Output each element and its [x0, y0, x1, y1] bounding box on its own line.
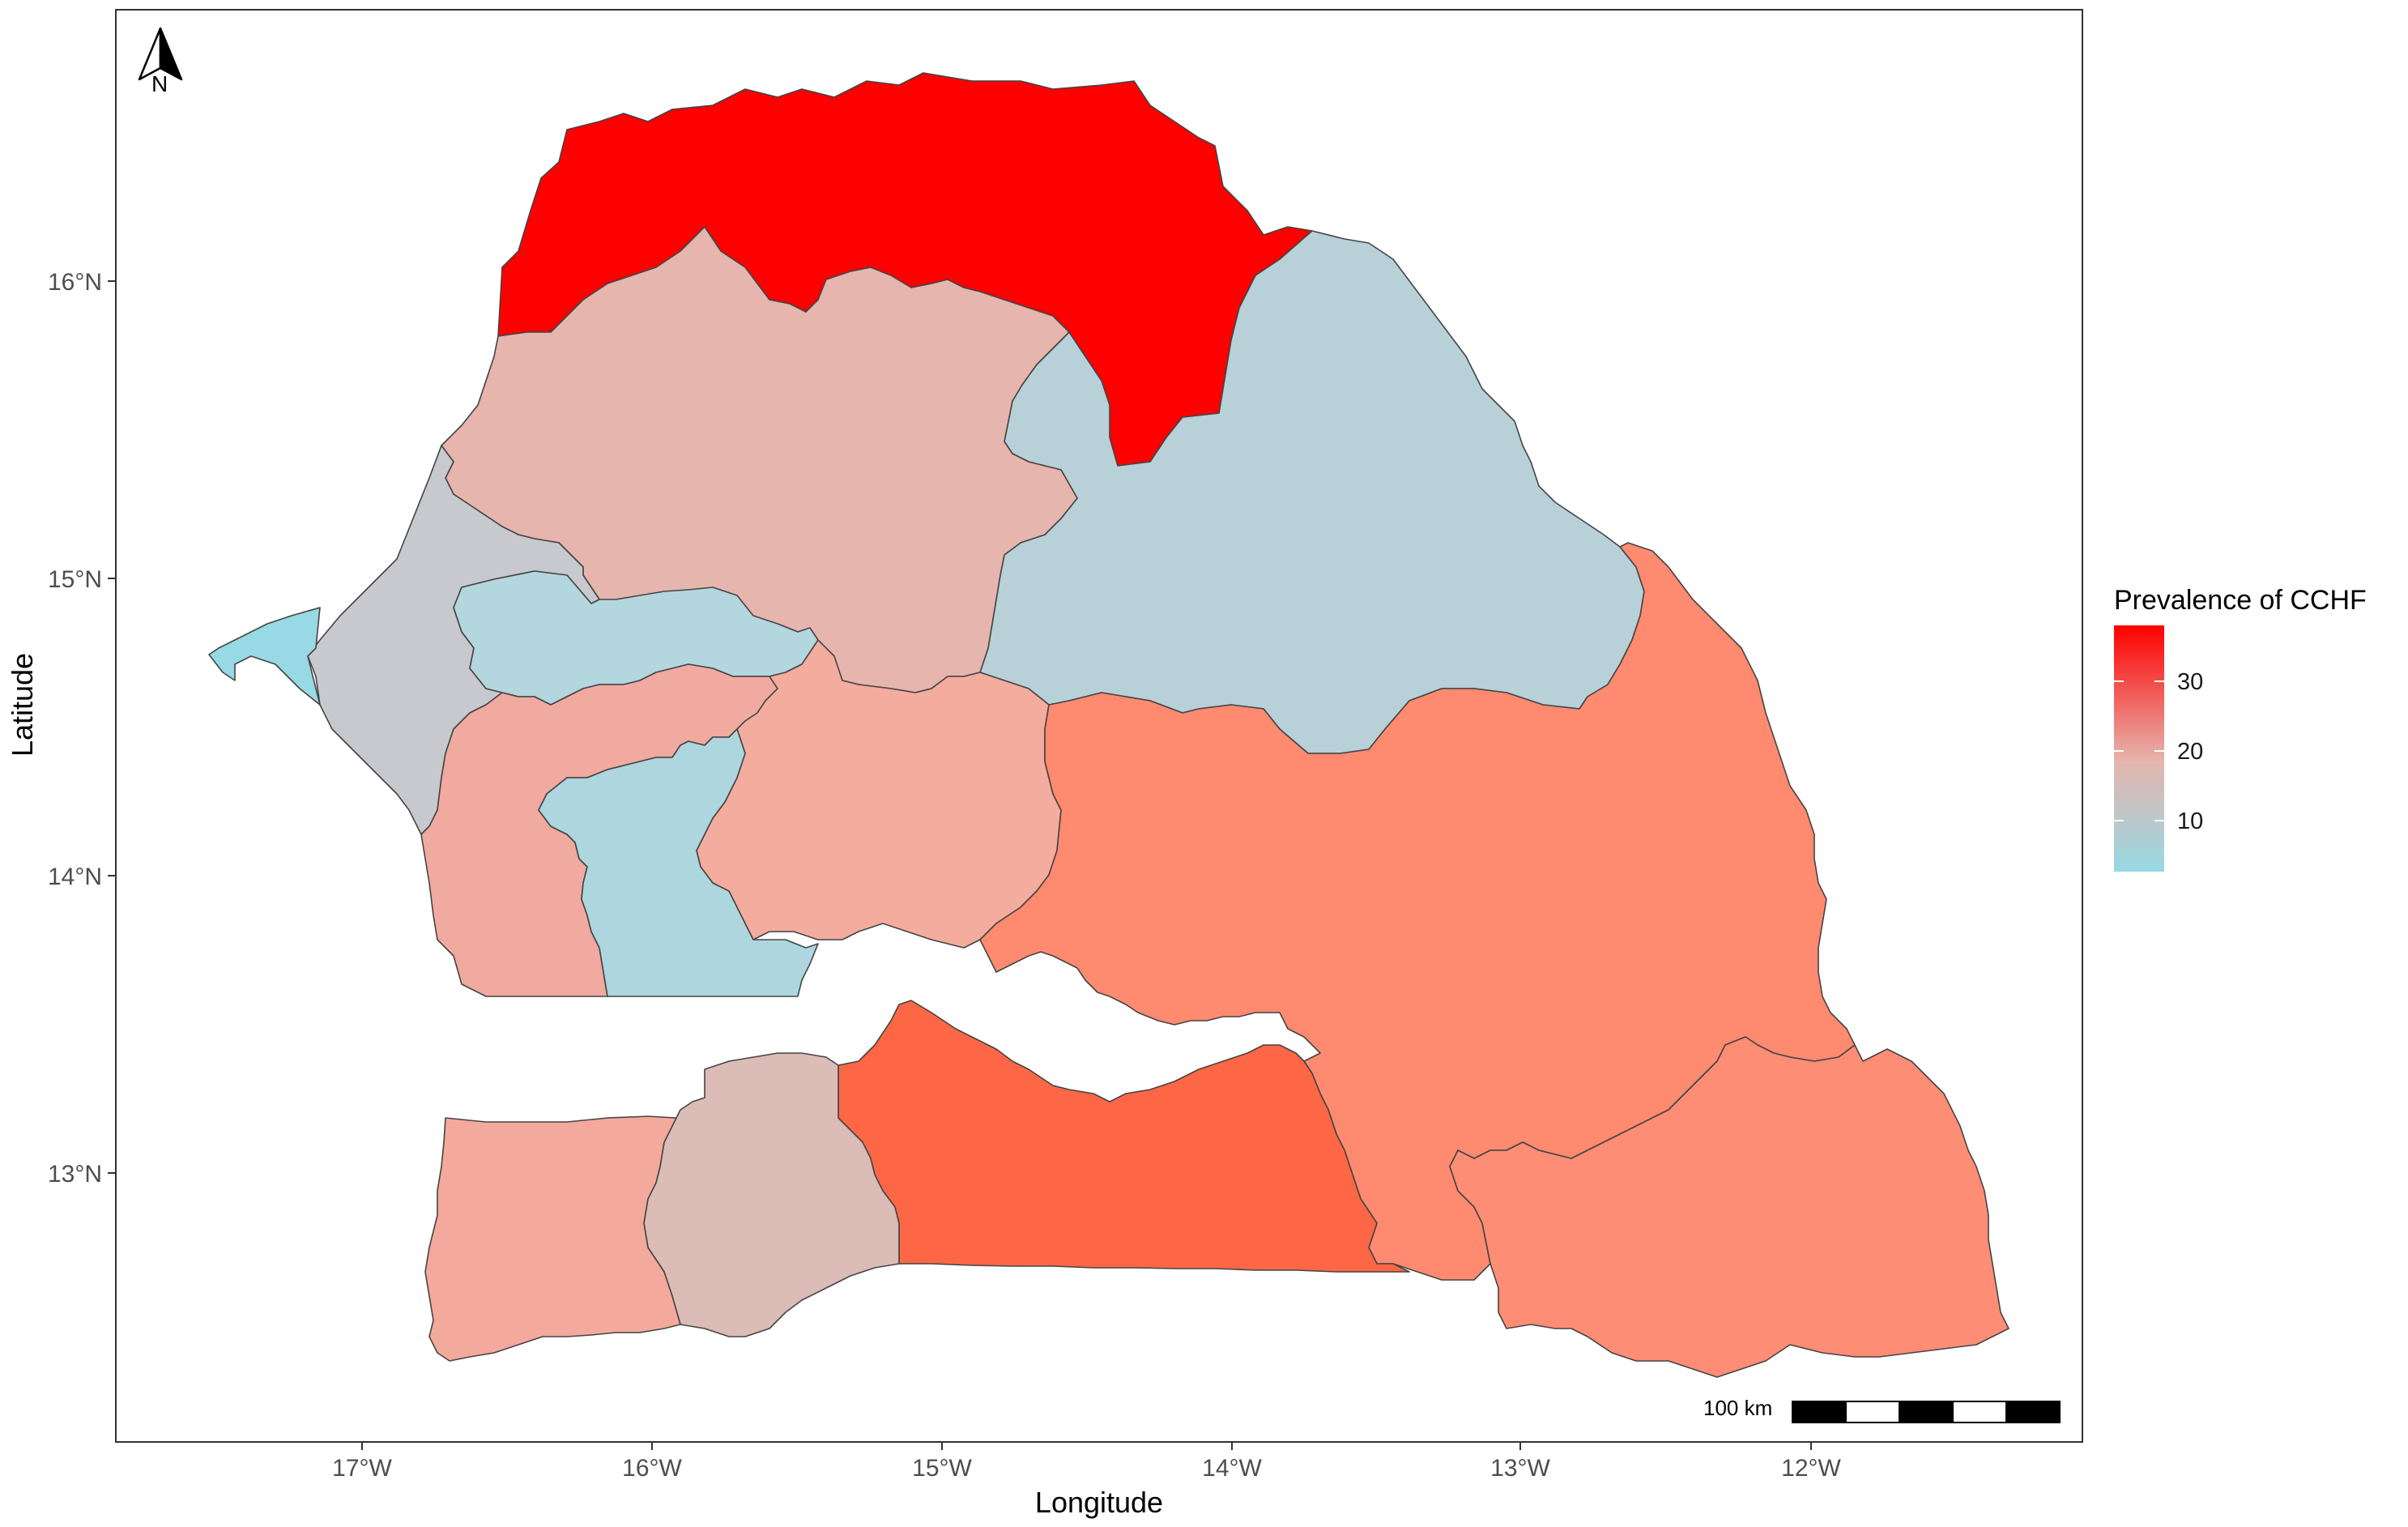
- region-kedougou[interactable]: [1449, 1036, 2010, 1378]
- scale-bar-label: 100 km: [1703, 1396, 1772, 1420]
- north-arrow-right-half: [159, 27, 183, 81]
- scale-segment-3: [1899, 1401, 1954, 1423]
- y-axis: 13°N 14°N 15°N 16°N Latitude: [6, 269, 116, 1188]
- y-tick-label: 16°N: [48, 269, 102, 296]
- legend: Prevalence of CCHF 10 20 30: [2114, 585, 2367, 872]
- north-arrow: N: [138, 27, 183, 96]
- x-tick-label: 14°W: [1202, 1455, 1262, 1482]
- y-tick-label: 13°N: [48, 1161, 102, 1188]
- x-axis-title: Longitude: [1035, 1486, 1163, 1519]
- scale-segment-1: [1792, 1401, 1847, 1423]
- x-tick-label: 17°W: [332, 1455, 392, 1482]
- regions-layer: [208, 72, 2010, 1378]
- x-tick-label: 16°W: [622, 1455, 682, 1482]
- scale-segment-4: [1952, 1401, 2007, 1423]
- region-ziguinchor[interactable]: [424, 1115, 681, 1362]
- legend-tick-label: 10: [2177, 808, 2203, 834]
- scale-segment-5: [2005, 1401, 2061, 1423]
- y-axis-title: Latitude: [6, 653, 39, 757]
- legend-tick-label: 30: [2177, 669, 2203, 695]
- x-axis: 17°W 16°W 15°W 14°W 13°W 12°W Longitude: [332, 1442, 1842, 1519]
- scale-segment-2: [1845, 1401, 1900, 1423]
- legend-colorbar: [2114, 625, 2164, 872]
- north-arrow-label: N: [151, 71, 168, 96]
- y-tick-label: 15°N: [48, 566, 102, 593]
- x-tick-label: 13°W: [1490, 1455, 1550, 1482]
- x-tick-label: 15°W: [912, 1455, 972, 1482]
- scale-bar: 100 km: [1703, 1396, 2061, 1423]
- y-tick-label: 14°N: [48, 864, 102, 890]
- legend-title: Prevalence of CCHF: [2114, 585, 2367, 616]
- region-dakar[interactable]: [208, 607, 321, 706]
- x-tick-label: 12°W: [1781, 1455, 1841, 1482]
- legend-tick-label: 20: [2177, 739, 2203, 765]
- region-kaolack[interactable]: [538, 728, 819, 997]
